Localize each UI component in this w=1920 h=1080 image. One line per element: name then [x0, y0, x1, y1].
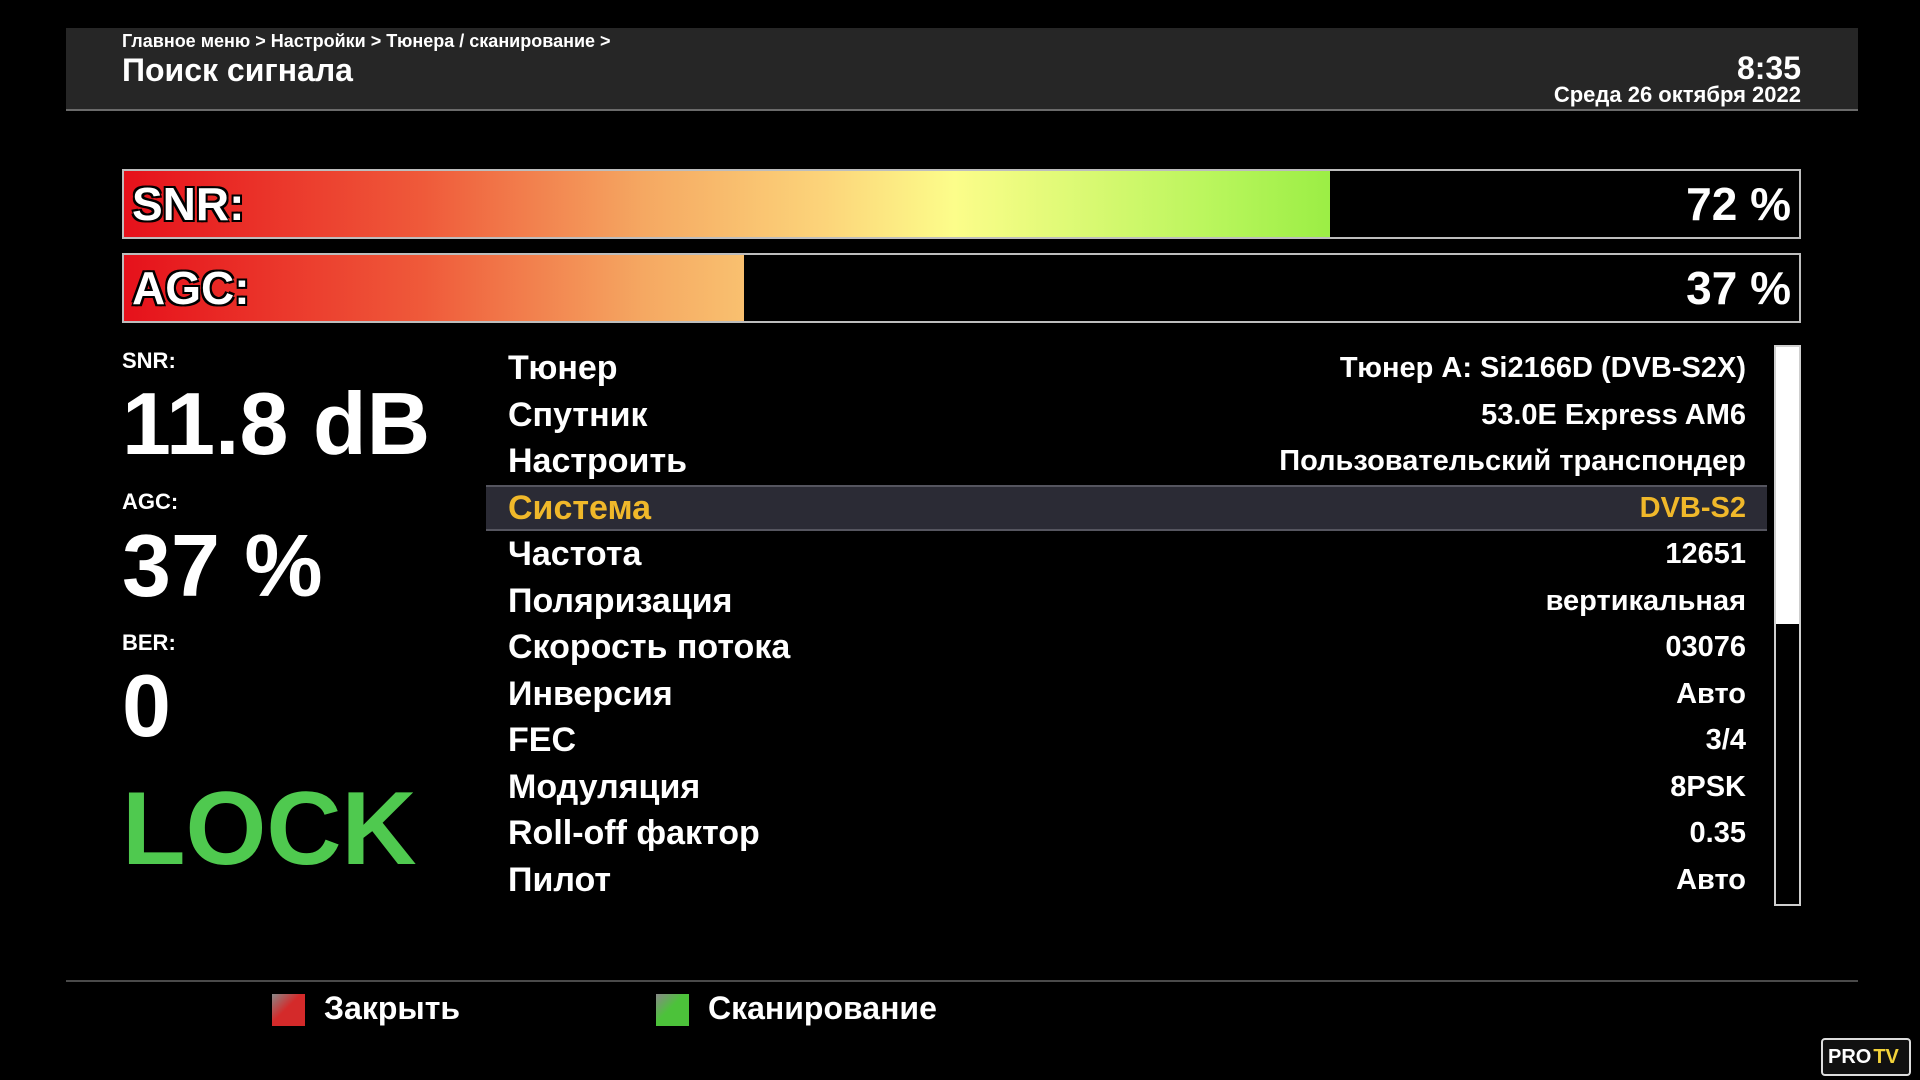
watermark-text: TV	[1873, 1046, 1899, 1068]
settings-row: Тюнер Тюнер A: Si2166D (DVB-S2X)	[486, 345, 1767, 391]
settings-row: Пилот Авто	[486, 857, 1767, 903]
selected-row: Система DVB-S2	[486, 484, 1767, 531]
status-value: 37 %	[122, 516, 323, 615]
settings-row: Настроить Пользовательский транспондер	[486, 438, 1767, 484]
status-value: 0	[122, 656, 171, 755]
settings-row: Спутник 53.0E Express AM6	[486, 392, 1767, 438]
row-label: Система	[508, 488, 652, 527]
row-value: Авто	[1676, 863, 1746, 896]
row-value: Тюнер A: Si2166D (DVB-S2X)	[1339, 352, 1746, 384]
row-label: Модуляция	[508, 767, 701, 806]
watermark-text: PRO	[1828, 1046, 1872, 1068]
footer-line	[66, 980, 1858, 982]
row-label: Частота	[508, 535, 642, 573]
row-label: FEC	[508, 721, 576, 759]
meter-bar: AGC: 37 %	[122, 253, 1801, 323]
status-value: 11.8 dB	[122, 374, 431, 473]
row-value: Пользовательский транспондер	[1279, 445, 1746, 477]
status-label: AGC:	[122, 489, 179, 514]
row-value: вертикальная	[1545, 584, 1746, 617]
watermark: PRO TV	[1821, 1038, 1911, 1076]
meter-label: SNR:	[132, 178, 245, 230]
page-title: Поиск сигнала	[122, 52, 353, 88]
button-label[interactable]: Закрыть	[324, 990, 461, 1026]
row-label: Спутник	[508, 395, 648, 434]
scroll-thumb	[1776, 347, 1799, 624]
settings-row: Roll-off фактор 0.35	[486, 810, 1767, 856]
row-label: Настроить	[508, 442, 688, 480]
breadcrumb: Главное меню > Настройки > Тюнера / скан…	[122, 31, 611, 51]
button-icon[interactable]	[656, 994, 689, 1026]
row-label: Roll-off фактор	[508, 814, 760, 852]
clock: 8:35	[1736, 50, 1801, 86]
lock-status: LOCK	[122, 771, 417, 887]
meter-fill	[124, 171, 1330, 237]
row-value: 53.0E Express AM6	[1481, 398, 1746, 431]
date: Среда 26 октября 2022	[1553, 82, 1801, 107]
meter-bar: SNR: 72 %	[122, 169, 1801, 239]
row-label: Скорость потока	[508, 628, 791, 666]
settings-row: FEC 3/4	[486, 717, 1767, 763]
row-value: Авто	[1676, 677, 1746, 710]
button-icon[interactable]	[272, 994, 305, 1026]
scrollbar	[1774, 345, 1801, 906]
header-bar	[66, 28, 1858, 111]
meter-fill	[124, 255, 744, 321]
status-label: BER:	[122, 630, 176, 655]
settings-row: Частота 12651	[486, 531, 1767, 577]
meter-value: 72 %	[1686, 178, 1791, 230]
settings-row: Поляризация вертикальная	[486, 578, 1767, 624]
row-label: Тюнер	[508, 349, 618, 387]
row-value: 8PSK	[1670, 770, 1746, 803]
settings-row: Инверсия Авто	[486, 671, 1767, 717]
row-value: 12651	[1665, 538, 1746, 570]
row-value: DVB-S2	[1639, 491, 1746, 524]
status-label: SNR:	[122, 348, 176, 373]
row-label: Пилот	[508, 860, 612, 899]
button-label[interactable]: Сканирование	[708, 990, 937, 1026]
meter-value: 37 %	[1686, 262, 1791, 314]
row-value: 3/4	[1705, 724, 1746, 756]
row-value: 0.35	[1689, 817, 1746, 849]
settings-row: Модуляция 8PSK	[486, 764, 1767, 810]
row-label: Инверсия	[508, 674, 673, 713]
row-label: Поляризация	[508, 581, 733, 620]
meter-label: AGC:	[132, 262, 250, 314]
settings-row: Скорость потока 03076	[486, 624, 1767, 670]
row-value: 03076	[1665, 631, 1746, 663]
